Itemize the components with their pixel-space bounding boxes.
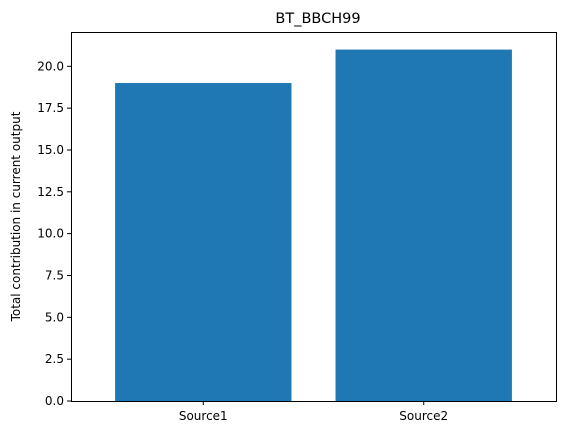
bars-group bbox=[115, 49, 512, 401]
x-tick-label: Source1 bbox=[179, 409, 228, 423]
bar-source2 bbox=[335, 49, 512, 401]
y-tick-label: 7.5 bbox=[45, 268, 64, 282]
y-axis-label: Total contribution in current output bbox=[9, 111, 23, 322]
plot-frame bbox=[71, 32, 557, 402]
y-tick-label: 10.0 bbox=[37, 227, 64, 241]
y-tick-label: 5.0 bbox=[45, 310, 64, 324]
x-tick-label: Source2 bbox=[399, 409, 448, 423]
bar-source1 bbox=[115, 83, 292, 401]
x-axis-ticks: Source1 Source2 bbox=[179, 401, 448, 423]
chart-title: BT_BBCH99 bbox=[275, 11, 360, 27]
y-tick-label: 20.0 bbox=[37, 59, 64, 73]
y-axis-ticks: 0.0 2.5 5.0 7.5 10.0 12.5 15.0 17.5 20.0 bbox=[37, 59, 71, 408]
y-tick-label: 15.0 bbox=[37, 143, 64, 157]
y-tick-label: 0.0 bbox=[45, 394, 64, 408]
y-tick-label: 2.5 bbox=[45, 352, 64, 366]
y-tick-label: 12.5 bbox=[37, 185, 64, 199]
y-tick-label: 17.5 bbox=[37, 101, 64, 115]
